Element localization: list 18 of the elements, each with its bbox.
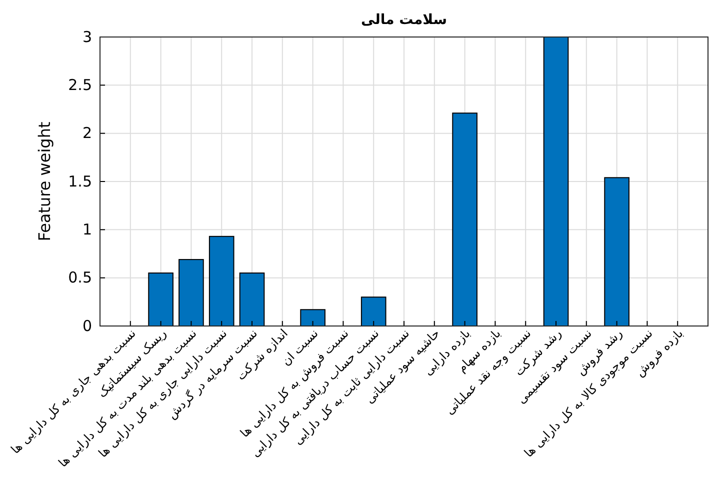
y-tick-label: 2 (82, 124, 92, 142)
bar (452, 112, 478, 326)
bar (178, 259, 204, 326)
bar (300, 309, 326, 326)
bar (360, 296, 386, 326)
y-tick-label: 3 (82, 28, 92, 46)
y-tick-label: 0 (82, 316, 92, 335)
y-axis-title: Feature weight (35, 122, 54, 242)
chart-title: سلامت مالی (360, 12, 448, 28)
y-tick-label: 0.5 (68, 268, 92, 287)
bar (148, 272, 174, 326)
bar (239, 272, 265, 326)
bar (208, 236, 234, 326)
y-tick-label: 1 (82, 220, 92, 238)
y-tick-label: 1.5 (68, 172, 92, 190)
y-tick-label: 2.5 (68, 76, 92, 94)
bar (543, 36, 569, 326)
bar (604, 177, 630, 326)
